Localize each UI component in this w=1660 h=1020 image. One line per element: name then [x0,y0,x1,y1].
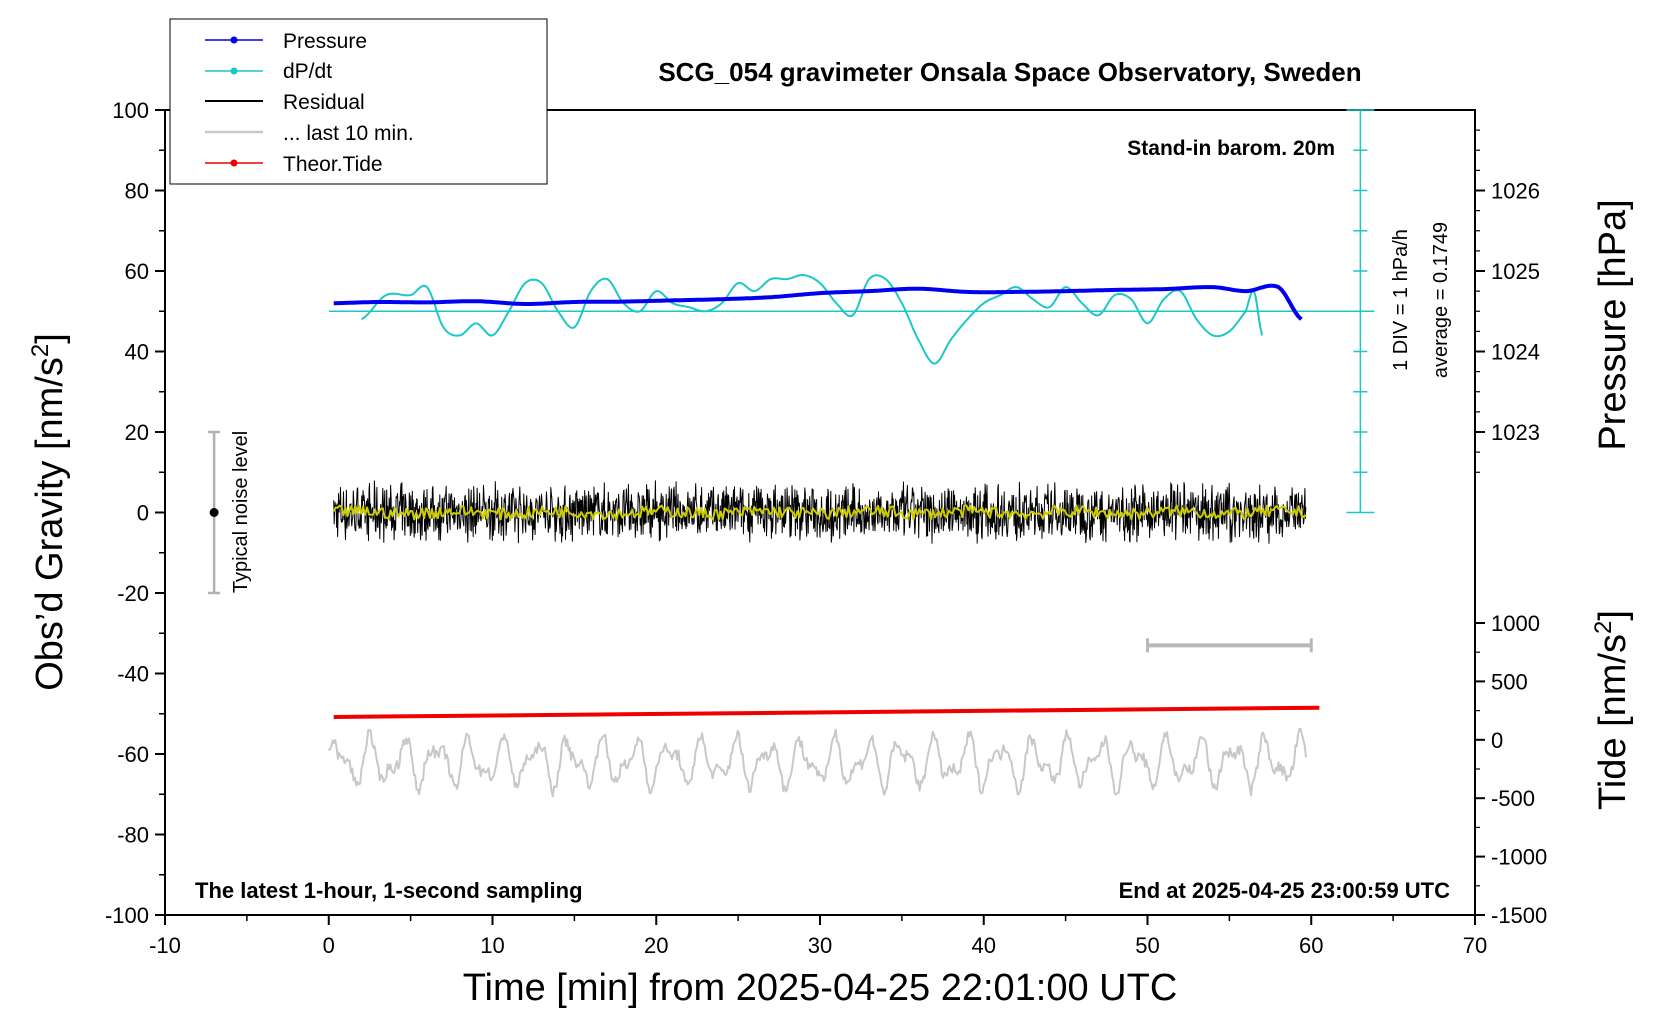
residual-smoothed-line [332,504,1307,521]
y-tick-label: 80 [125,179,149,204]
pressure-tick-label: 1023 [1491,420,1540,445]
y-tick-label: 40 [125,340,149,365]
pressure-line [333,283,1303,321]
y-tick-label: 0 [137,501,149,526]
y-tick-label: 20 [125,420,149,445]
y-tick-label: -40 [117,662,149,687]
legend-label-tide: Theor.Tide [283,153,383,176]
legend-label-residual: Residual [283,91,365,114]
sampling-note: The latest 1-hour, 1-second sampling [195,878,583,903]
legend: Pressure dP/dt Residual ... last 10 min.… [169,18,548,185]
x-tick-label: 20 [644,933,668,958]
dpdt-average-label: average = 0.1749 [1430,222,1452,378]
tide-axis-label: Tide [nm/s2] [1590,610,1634,810]
x-tick-label: 50 [1135,933,1159,958]
legend-marker-dpdt [230,67,238,75]
axis-ticks: -10 0 10 20 30 40 50 60 70-100-80-60-40-20020406… [105,98,1547,958]
dpdt-div-label: 1 DIV = 1 hPa/h [1390,229,1412,371]
tide-tick-label: -1500 [1491,903,1547,928]
x-axis-label: Time [min] from 2025-04-25 22:01:00 UTC [463,967,1178,1009]
x-tick-label: 10 [480,933,504,958]
pressure-axis-label: Pressure [hPa] [1592,199,1634,450]
y-axis-label: Obs’d Gravity [nm/s2] [27,333,71,691]
legend-label-pressure: Pressure [283,30,367,53]
legend-marker-pressure [230,36,238,44]
x-tick-label: 30 [808,933,832,958]
y-tick-label: -80 [117,823,149,848]
x-tick-label: 0 [323,933,335,958]
legend-label-last10: ... last 10 min. [283,122,414,145]
pressure-tick-label: 1024 [1491,340,1540,365]
last-10-min-line [327,728,1307,798]
dpdt-line [360,274,1264,365]
residual-line [333,480,1307,544]
tide-tick-label: 0 [1491,728,1503,753]
noise-bar-center [209,508,219,517]
y-tick-label: -20 [117,581,149,606]
noise-level-label: Typical noise level [230,431,252,593]
x-tick-label: 60 [1299,933,1323,958]
y-tick-label: -100 [105,903,149,928]
pressure-tick-label: 1026 [1491,179,1540,204]
data-series [208,109,1375,798]
pressure-tick-label: 1025 [1491,259,1540,284]
end-time-note: End at 2025-04-25 23:00:59 UTC [1119,878,1450,903]
barometer-note: Stand-in barom. 20m [1127,137,1335,160]
x-tick-label: 40 [972,933,996,958]
y-tick-label: -60 [117,742,149,767]
tide-tick-label: -1000 [1491,845,1547,870]
legend-label-dpdt: dP/dt [283,60,332,83]
tide-tick-label: -500 [1491,786,1535,811]
y-tick-label: 100 [112,98,149,123]
chart-title: SCG_054 gravimeter Onsala Space Observat… [658,57,1361,87]
y-tick-label: 60 [125,259,149,284]
tide-line [333,705,1320,719]
x-tick-label: -10 [149,933,181,958]
x-tick-label: 70 [1463,933,1487,958]
tide-tick-label: 500 [1491,669,1528,694]
tide-tick-label: 1000 [1491,611,1540,636]
legend-marker-tide [230,159,238,167]
